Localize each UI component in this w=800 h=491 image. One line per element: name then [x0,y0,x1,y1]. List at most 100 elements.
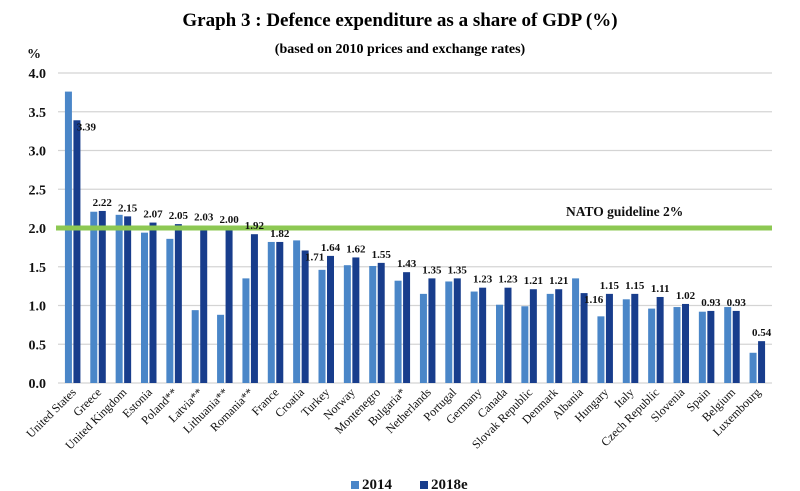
data-label: 1.02 [676,290,696,302]
bar-2014 [293,240,301,383]
y-tick-label: 0.0 [29,377,47,392]
bar-2018e [403,272,411,383]
chart-title: Graph 3 : Defence expenditure as a share… [182,10,617,31]
bar-2014 [521,306,529,383]
x-tick-label: United States [23,385,79,441]
bar-2018e [504,287,512,383]
data-label: 1.55 [372,249,392,261]
bar-2014 [622,299,630,383]
bar-2014 [191,310,199,383]
data-label: 1.43 [397,258,417,270]
bar-2018e [656,296,664,383]
bar-2018e [225,228,233,383]
chart-subtitle: (based on 2010 prices and exchange rates… [275,42,526,57]
data-label: 1.21 [549,275,568,287]
bar-2014 [546,293,554,383]
bar-2018e [200,225,208,383]
bar-2014 [419,293,427,383]
bar-2018e [580,293,588,383]
bar-2014 [445,281,453,383]
nato-guideline-label: NATO guideline 2% [566,204,683,219]
bar-2018e [555,289,563,383]
data-label: 2.05 [169,210,189,222]
bar-2014 [217,314,225,383]
bar-2014 [115,214,123,383]
bar-2018e [352,257,360,383]
data-label: 1.92 [245,220,265,232]
bar-2018e [276,241,284,383]
bar-2014 [724,307,732,383]
bar-2018e [453,278,461,383]
bar-2014 [394,280,402,383]
bar-2014 [496,304,503,383]
bar-2018e [682,303,689,383]
legend-label-2014: 2014 [362,477,393,491]
bar-2014 [648,308,656,383]
data-label: 1.11 [651,283,670,295]
y-axis-ticks: 0.0 0.5 1.0 1.5 2.0 2.5 3.0 3.5 4.0 [29,67,47,392]
bar-2014 [166,238,174,383]
legend: 2014 2018e [351,477,468,491]
data-label: 1.62 [346,243,366,255]
bar-2014 [343,265,351,383]
data-label: 2.15 [118,202,138,214]
bar-2018e [301,250,309,383]
bar-2014 [141,232,148,383]
bar-2014 [64,91,72,383]
bar-2014 [318,269,326,383]
data-label: 1.64 [321,242,341,254]
bar-2018e [732,310,740,383]
y-axis-unit: % [27,47,41,62]
bar-2014 [673,307,681,383]
bar-2018e [377,262,385,383]
bar-2014 [369,265,377,383]
bar-2018e [707,310,715,383]
legend-label-2018e: 2018e [431,477,468,491]
y-tick-label: 3.0 [29,145,47,160]
legend-swatch-2014 [351,481,359,489]
bar-2014 [597,316,605,383]
data-label: 1.16 [584,294,604,306]
bar-2018e [124,216,132,383]
y-tick-label: 1.5 [29,261,47,276]
data-label: 2.00 [219,214,239,226]
bar-2018e [479,287,487,383]
bars [64,91,766,384]
y-tick-label: 1.0 [29,300,47,315]
data-label: 1.15 [600,280,620,292]
bar-2018e [174,224,182,383]
y-tick-label: 2.0 [29,222,47,237]
x-tick-label: Croatia [272,385,307,420]
data-label: 1.35 [448,264,468,276]
legend-swatch-2018e [420,481,428,489]
bar-2018e [149,222,157,383]
data-label: 2.03 [194,212,214,224]
reference-line-group: NATO guideline 2% [56,204,772,231]
y-tick-label: 2.5 [29,183,47,198]
data-label: 0.54 [752,327,772,339]
bar-2014 [470,291,478,383]
bar-2014 [749,352,757,383]
data-label: 1.15 [625,280,645,292]
data-label: 1.23 [498,274,518,286]
bar-2018e [529,289,537,383]
data-label: 0.93 [701,297,721,309]
data-label: 1.23 [473,274,493,286]
bar-2018e [428,278,436,383]
bar-2018e [250,234,258,383]
bar-2018e [327,255,334,383]
data-label: 1.82 [270,228,290,240]
bar-2014 [90,211,98,383]
bar-2018e [98,210,106,383]
bar-2018e [758,341,766,383]
bar-2018e [631,293,639,383]
data-label: 1.21 [524,275,543,287]
data-label: 0.93 [727,297,747,309]
bar-2014 [698,311,706,383]
y-tick-label: 4.0 [29,67,47,82]
bar-2014 [242,278,250,383]
bar-2018e [605,293,613,383]
data-label: 3.39 [77,121,97,133]
